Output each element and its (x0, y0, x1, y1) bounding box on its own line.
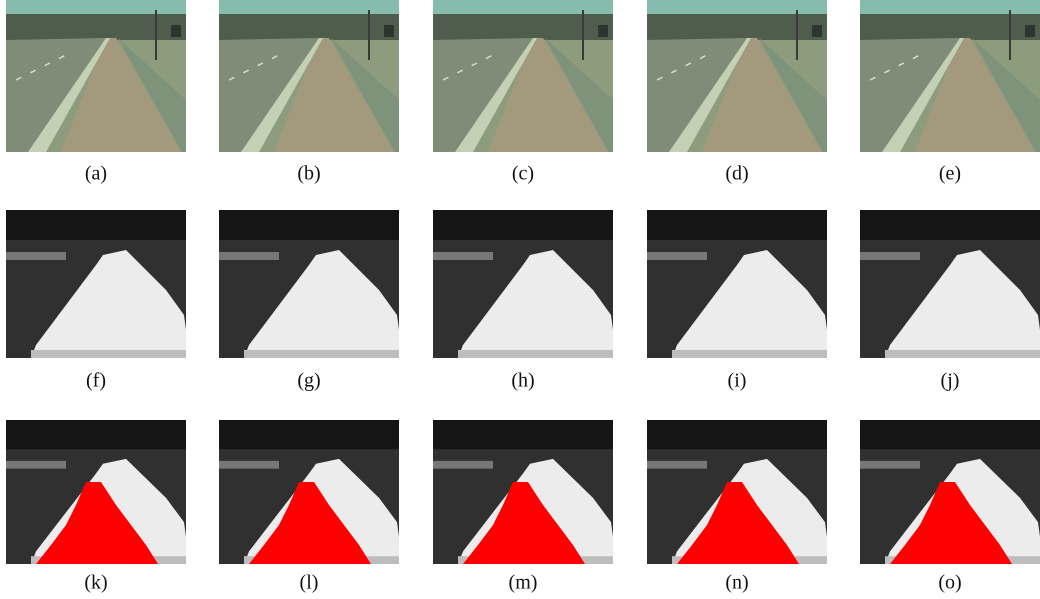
image (433, 210, 613, 358)
image (647, 210, 827, 358)
row-1: (a) (b) (c) (d) (e) (6, 0, 1040, 185)
caption: (n) (725, 572, 748, 594)
row-2: (f) (g) (h) (i) (j) (6, 210, 1040, 392)
caption: (e) (939, 163, 961, 185)
image (433, 0, 613, 152)
image (219, 420, 399, 564)
caption: (a) (85, 163, 107, 185)
image (219, 0, 399, 152)
image (433, 420, 613, 564)
image (860, 0, 1040, 152)
caption: (o) (938, 572, 961, 594)
image (6, 420, 186, 564)
image (647, 420, 827, 564)
image (219, 210, 399, 358)
image (6, 0, 186, 152)
figure: (a) (b) (c) (d) (e) (f) (g) (h) (i) (j) … (0, 0, 1040, 599)
caption: (k) (84, 572, 107, 594)
caption: (b) (297, 163, 320, 185)
image (6, 210, 186, 358)
caption: (d) (725, 163, 748, 185)
page: {"figure": {"panels": [ {"caption": "(a)… (0, 0, 1040, 599)
caption: (l) (300, 572, 319, 594)
caption: (h) (511, 370, 534, 392)
caption: (f) (86, 370, 106, 392)
caption: (j) (941, 370, 960, 392)
image (647, 0, 827, 152)
caption: (m) (509, 572, 538, 594)
caption: (i) (728, 370, 747, 392)
row-3: (k) (l) (m) (n) (o) (6, 420, 1040, 594)
image (860, 420, 1040, 564)
caption: (g) (297, 370, 320, 392)
caption: (c) (512, 163, 534, 185)
image (860, 210, 1040, 358)
